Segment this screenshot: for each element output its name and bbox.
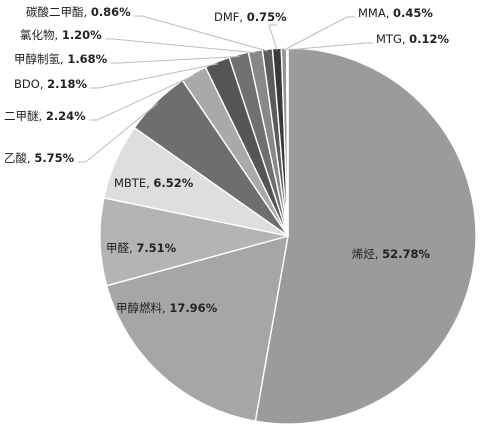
slice-label-value: 0.12% bbox=[409, 32, 449, 46]
slice-label-bdo-6: BDO, 2.18% bbox=[14, 77, 87, 91]
leader-line-bdo-6 bbox=[90, 63, 218, 89]
slice-label-dmf-10: DMF, 0.75% bbox=[214, 10, 287, 24]
leader-line-item-9 bbox=[134, 15, 268, 52]
slice-label-name: 烯烃, bbox=[352, 247, 382, 261]
slice-label-value: 1.68% bbox=[67, 52, 107, 66]
slice-label-value: 2.18% bbox=[47, 77, 87, 91]
slice-label-item-0: 烯烃, 52.78% bbox=[352, 247, 431, 261]
leader-line-item-7 bbox=[110, 56, 240, 64]
slice-label-name: MMA, bbox=[358, 6, 393, 20]
leader-line-item-5 bbox=[89, 74, 195, 121]
slice-label-value: 52.78% bbox=[382, 247, 430, 261]
slice-item-0 bbox=[254, 47, 477, 425]
leader-line-mtg-12 bbox=[287, 42, 373, 51]
slice-label-name: MTG, bbox=[376, 32, 409, 46]
slice-label-item-1: 甲醇燃料, 17.96% bbox=[116, 301, 218, 315]
slice-label-value: 17.96% bbox=[169, 301, 217, 315]
slice-label-item-2: 甲醛, 7.51% bbox=[106, 241, 177, 255]
slice-label-mtg-12: MTG, 0.12% bbox=[376, 32, 450, 46]
slice-label-item-4: 乙酸, 5.75% bbox=[4, 151, 75, 165]
slice-label-value: 0.45% bbox=[393, 6, 433, 20]
leader-line-item-8 bbox=[105, 38, 256, 54]
slice-label-value: 2.24% bbox=[46, 109, 86, 123]
slice-label-item-5: 二甲醚, 2.24% bbox=[4, 109, 86, 123]
slice-label-name: 二甲醚, bbox=[4, 109, 46, 123]
slice-label-value: 0.75% bbox=[247, 10, 287, 24]
leader-line-mma-11 bbox=[283, 16, 355, 51]
slice-label-item-9: 碳酸二甲酯, 0.86% bbox=[26, 5, 131, 19]
slice-label-name: 乙酸, bbox=[4, 151, 34, 165]
slice-label-value: 6.52% bbox=[153, 176, 193, 190]
slice-label-value: 0.86% bbox=[91, 5, 131, 19]
slice-item-1 bbox=[105, 235, 289, 422]
slice-label-value: 5.75% bbox=[34, 151, 74, 165]
slice-label-name: DMF, bbox=[214, 10, 247, 24]
leader-line-dmf-10 bbox=[268, 24, 278, 51]
slice-label-name: 甲醛, bbox=[106, 241, 136, 255]
slice-label-value: 1.20% bbox=[62, 28, 102, 42]
slice-label-item-8: 氯化物, 1.20% bbox=[20, 28, 102, 42]
slice-label-name: 碳酸二甲酯, bbox=[26, 5, 91, 19]
slice-label-value: 7.51% bbox=[136, 241, 176, 255]
slice-label-mbte-3: MBTE, 6.52% bbox=[114, 176, 194, 190]
slice-label-name: 氯化物, bbox=[20, 28, 62, 42]
leader-lines bbox=[77, 15, 373, 163]
slice-label-name: BDO, bbox=[14, 77, 47, 91]
slice-labels: 烯烃, 52.78% 甲醇燃料, 17.96% 甲醛, 7.51% MBTE, 6.5… bbox=[4, 5, 450, 315]
slice-label-item-7: 甲醇制氢, 1.68% bbox=[14, 52, 108, 66]
slice-label-mma-11: MMA, 0.45% bbox=[358, 6, 433, 20]
leader-line-item-4 bbox=[77, 102, 159, 163]
slice-label-name: 甲醇燃料, bbox=[116, 301, 169, 315]
slice-label-name: 甲醇制氢, bbox=[14, 52, 67, 66]
pie-slices bbox=[99, 47, 477, 425]
slice-label-name: MBTE, bbox=[114, 176, 153, 190]
